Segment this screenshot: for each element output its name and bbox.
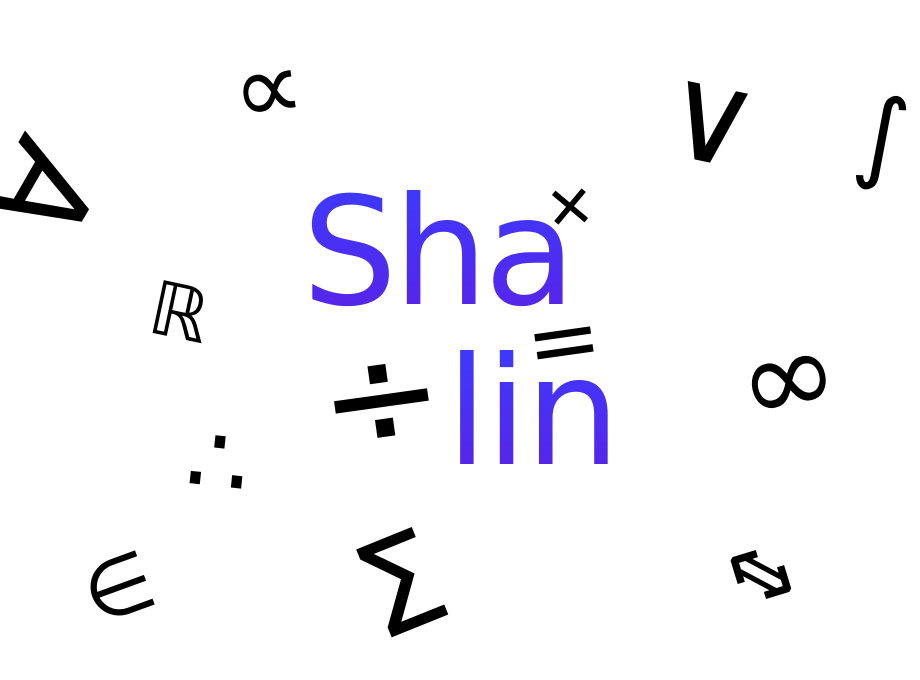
element-of-symbol: ∈ (70, 531, 168, 644)
therefore-symbol: ∴ (180, 399, 256, 524)
or-symbol: ∨ (649, 32, 774, 202)
double-arrow-symbol: ⇔ (704, 508, 820, 637)
reals-symbol: ℝ (141, 264, 217, 362)
sum-symbol: Σ (334, 499, 468, 671)
integral-symbol: ∫ (848, 73, 917, 198)
infinity-symbol: ∞ (724, 299, 852, 456)
for-all-symbol: ∀ (0, 116, 135, 270)
proportional-symbol: ∝ (224, 24, 312, 151)
logo-word-line-2: lin (446, 326, 620, 500)
logo-word-line-1: Sha (302, 166, 576, 340)
